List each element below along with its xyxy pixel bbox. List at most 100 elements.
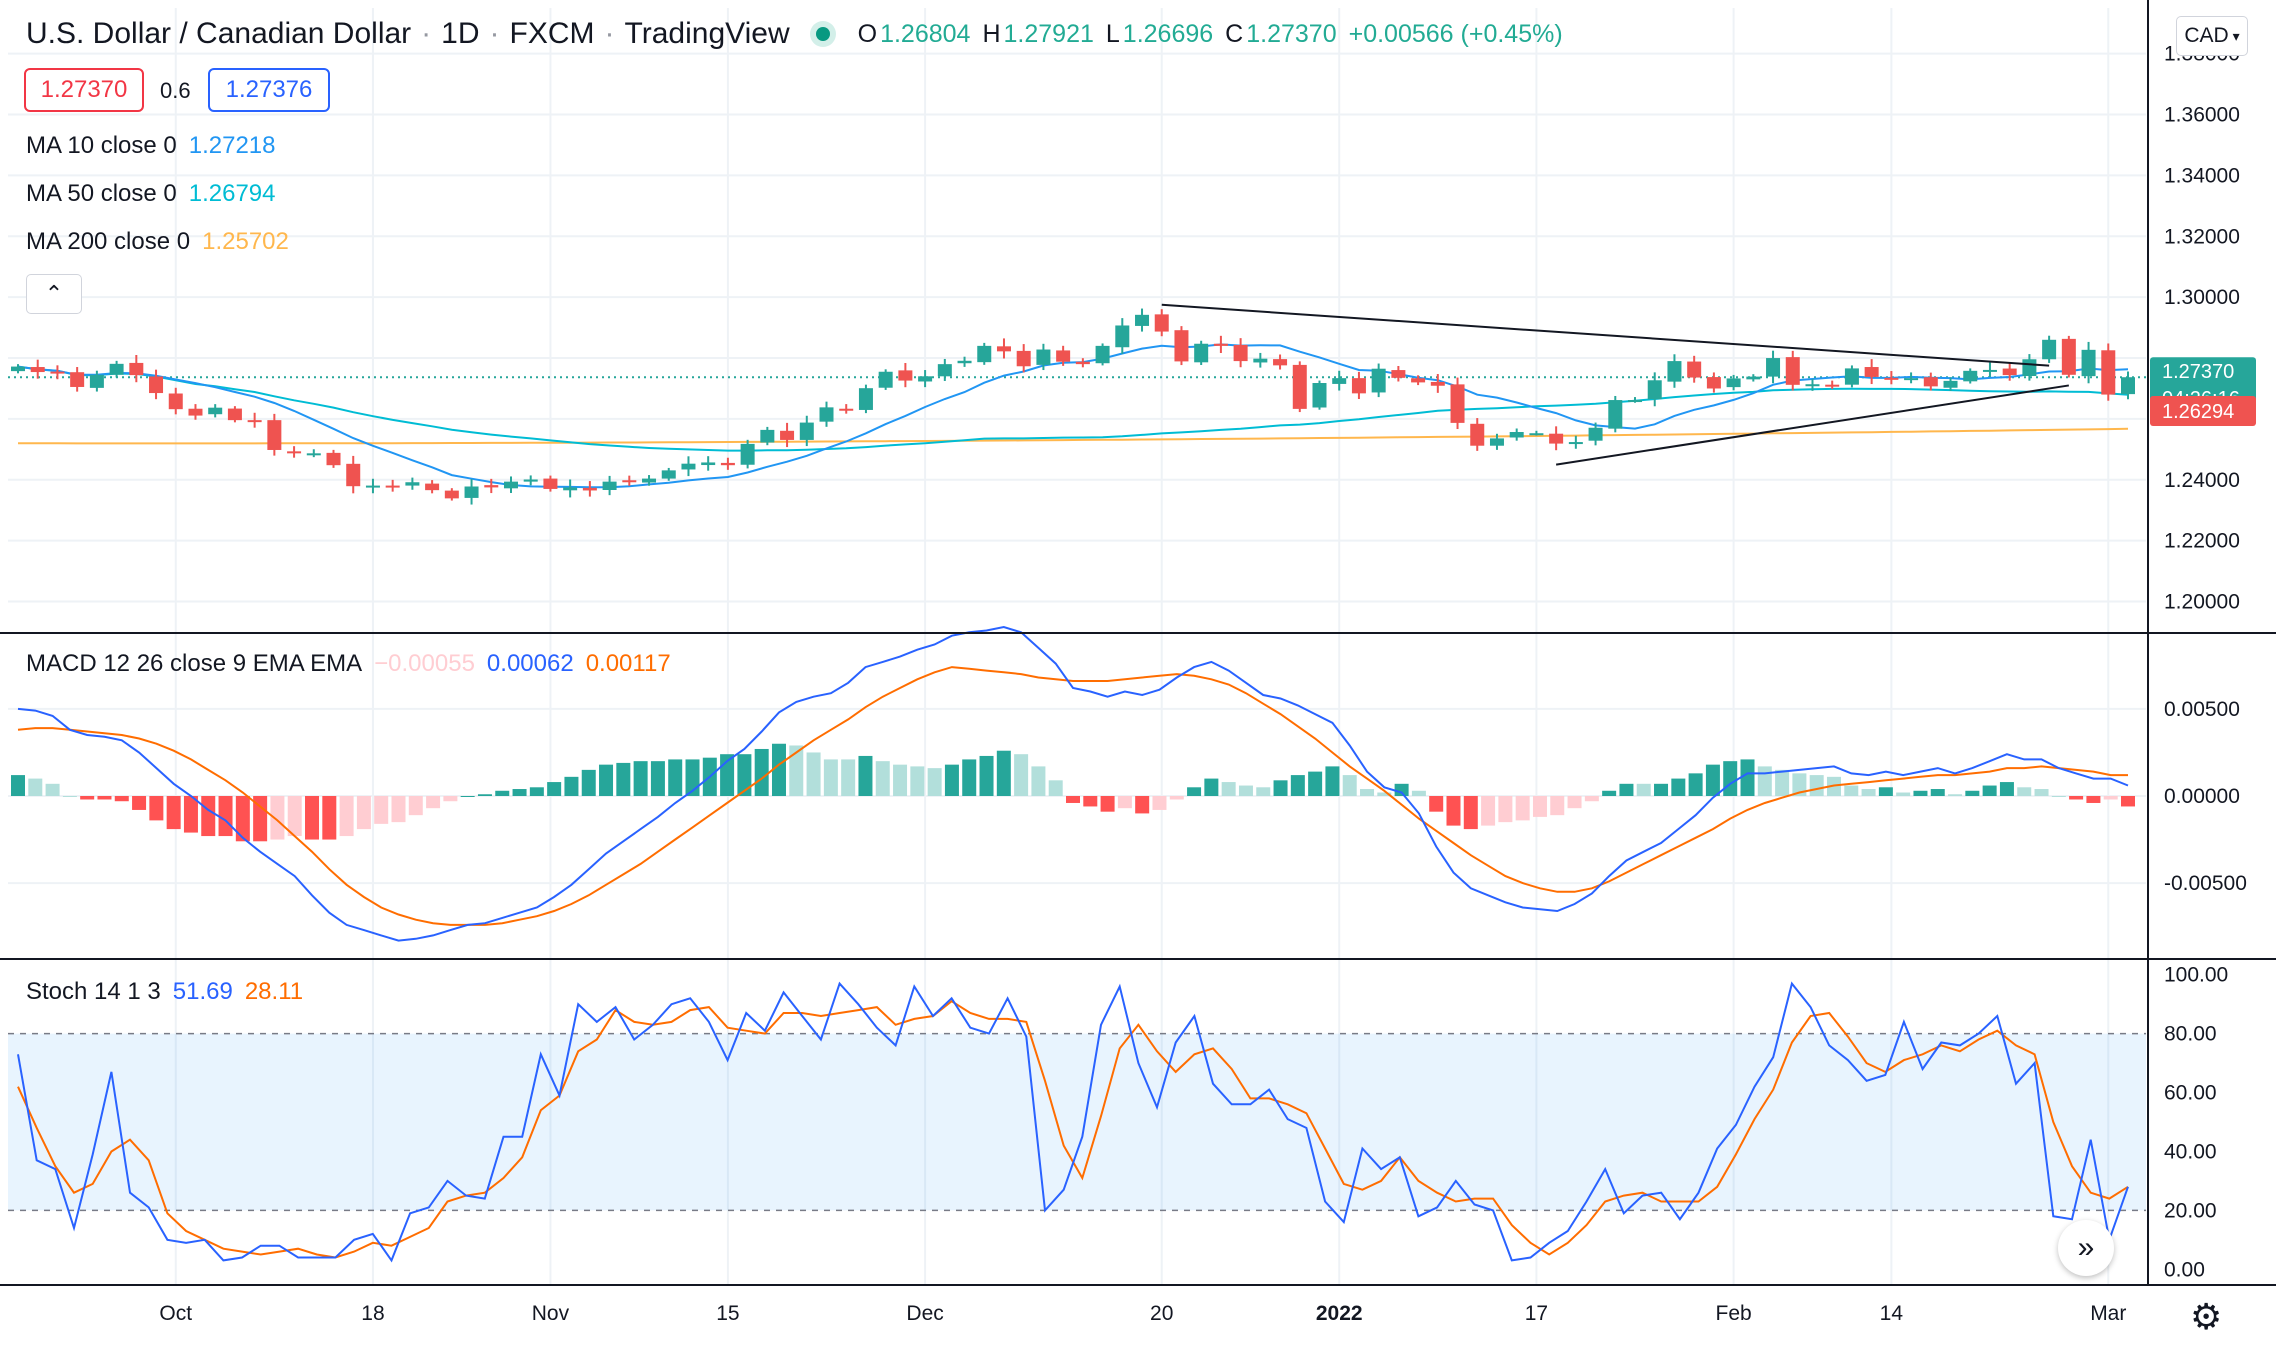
candle [267,420,282,450]
exchange-label: FXCM [509,17,595,50]
stoch-tick-label: 0.00 [2164,1258,2205,1281]
candle [1213,343,1228,346]
ma200-path [18,427,2129,445]
candle [1016,350,1031,367]
macd-tick-label: 0.00000 [2164,785,2240,808]
time-tick-label: 18 [361,1302,384,1325]
market-status-icon[interactable] [815,27,830,41]
macd-hist-bar [806,752,821,796]
scroll-to-realtime-button[interactable]: » [2058,1220,2114,1276]
ma50-line [17,365,2129,452]
header-separator: · [604,17,615,50]
macd-hist-bar [1481,796,1496,826]
macd-hist-bar [1221,782,1236,796]
candle [582,487,597,491]
candle [1647,380,1662,400]
price-badges: 1.27370 04:26:16 1.26294 [2150,357,2256,426]
macd-hist-bar [114,796,129,802]
macd-hist-bar [1290,775,1305,796]
candle [1253,358,1268,363]
candle [1095,345,1110,364]
macd-hist-bar [858,755,873,796]
candle [1785,357,1800,385]
price-axis[interactable]: 1.380001.360001.340001.320001.300001.260… [2164,43,2247,1282]
candle [839,408,854,411]
macd-hist-bar [1532,796,1547,817]
macd-hist-bar [581,769,596,796]
legend-stoch[interactable]: Stoch 14 1 3 51.69 28.11 [26,978,303,1006]
macd-hist-bar [132,796,147,810]
buy-button[interactable]: 1.27376 [208,68,330,112]
candle [2061,338,2076,375]
sell-button[interactable]: 1.27370 [24,68,144,112]
macd-signal-line [17,666,2128,926]
candle [1766,358,1781,377]
ohlc-low: 1.26696 [1122,19,1214,48]
legend-ma10[interactable]: MA 10 close 0 1.27218 [26,132,276,160]
macd-pane[interactable] [11,625,2135,942]
candle [720,462,735,466]
candle [1746,376,1761,380]
macd-hist-bar [996,750,1011,796]
legend-ma50[interactable]: MA 50 close 0 1.26794 [26,180,276,208]
interval-label[interactable]: 1D [441,17,480,50]
time-tick-label: Mar [2090,1302,2126,1325]
macd-hist-bar [547,782,562,796]
macd-hist-bar [1792,773,1807,796]
candle [1273,359,1288,366]
macd-hist-bar [1896,792,1911,796]
time-axis[interactable]: Oct 18 Nov 15 Dec 20 2022 17 Feb 14 Mar [159,1302,2126,1325]
candle [957,360,972,364]
candle [2042,339,2057,360]
macd-histogram [11,743,2135,842]
price-pane[interactable] [8,303,2146,505]
candle [168,393,183,410]
symbol-title[interactable]: U.S. Dollar / Canadian Dollar [26,17,412,50]
legend-macd[interactable]: MACD 12 26 close 9 EMA EMA −0.00055 0.0006… [26,650,671,678]
candle [1489,438,1504,446]
macd-hist-bar [1238,785,1253,796]
stoch-k-value: 51.69 [172,978,233,1005]
macd-hist-bar [1999,782,2014,796]
header-separator: · [421,17,432,50]
collapse-legend-button[interactable]: ⌃ [26,274,82,314]
candle [819,407,834,422]
macd-hist-bar [28,778,43,796]
symbol-header[interactable]: U.S. Dollar / Canadian Dollar · 1D · FXC… [26,10,1575,58]
stoch-band [8,1033,2146,1211]
candle [346,463,361,487]
macd-hist-bar [80,796,95,800]
pane-separators[interactable] [0,0,2276,1286]
macd-hist-bar [875,761,890,796]
candle [11,366,25,372]
legend-ma200[interactable]: MA 200 close 0 1.25702 [26,228,289,256]
trendlines[interactable] [1161,303,2069,466]
macd-hist-bar [270,796,285,840]
candle [1450,384,1465,423]
macd-hist-bar [789,745,804,796]
time-tick-label: Dec [906,1302,943,1325]
trendline [1161,303,2050,367]
time-tick-label: Feb [1716,1302,1752,1325]
stoch-tick-label: 100.00 [2164,964,2228,987]
stoch-pane[interactable] [8,981,2146,1263]
candle [50,371,65,374]
candle [1233,344,1248,362]
candles [11,308,2135,505]
macd-hist-bar [1463,796,1478,830]
candle [1194,343,1209,363]
currency-button[interactable]: CAD ▾ [2176,16,2248,56]
macd-hist-bar [771,743,786,796]
candle [287,451,302,454]
stoch-tick-label: 20.00 [2164,1199,2217,1222]
macd-hist-bar [1671,778,1686,796]
gear-icon[interactable]: ⚙ [2190,1296,2223,1337]
price-tick-label: 1.24000 [2164,469,2240,492]
time-tick-label: Oct [159,1302,192,1325]
candle [208,407,223,415]
candle [30,367,45,373]
macd-hist-bar [2051,796,2066,797]
macd-hist-bar [737,754,752,796]
macd-hist-bar [1567,796,1582,809]
